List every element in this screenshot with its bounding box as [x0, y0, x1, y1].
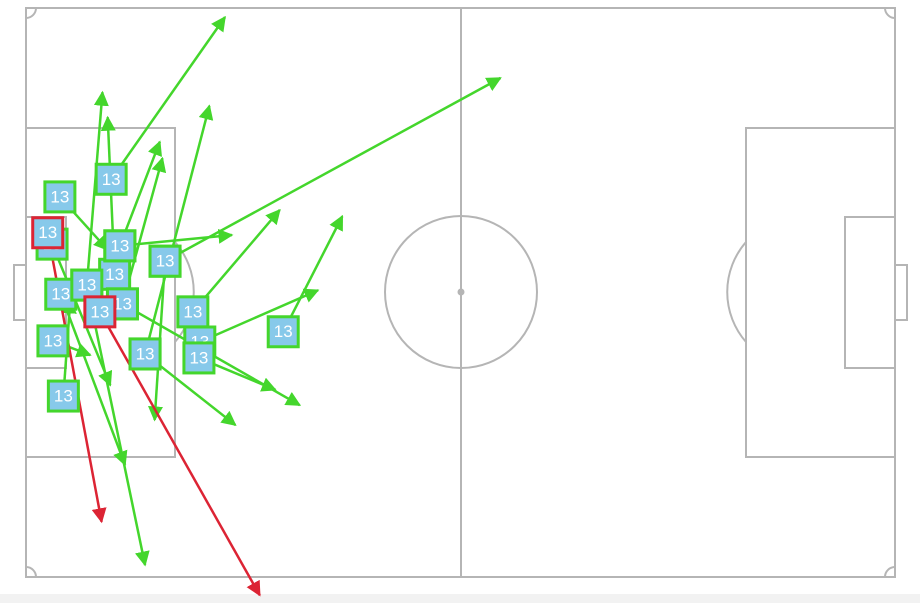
- player-number: 13: [90, 302, 109, 321]
- player-box: [148, 244, 182, 278]
- player-number: 13: [102, 170, 121, 189]
- player-box: [94, 162, 128, 196]
- player-box: [103, 229, 137, 263]
- pass-arrow: [143, 104, 214, 355]
- pitch: [13, 7, 908, 578]
- pass-arrow: [119, 228, 234, 248]
- player-box: [36, 324, 70, 358]
- pass-arrow: [282, 214, 344, 333]
- player-number: 13: [183, 302, 202, 321]
- pass-arrow: [191, 208, 281, 313]
- player-box: [128, 337, 162, 371]
- pass-arrow: [50, 243, 113, 387]
- player-box: [176, 295, 210, 329]
- player-box: [43, 180, 77, 214]
- pass-arrow: [199, 288, 320, 344]
- player-number: 13: [136, 344, 155, 363]
- player-number: 13: [156, 252, 175, 271]
- player-box: [46, 379, 80, 413]
- player-box: [182, 341, 216, 375]
- player-number: 13: [274, 322, 293, 341]
- player-number: 13: [113, 294, 132, 313]
- player-box: [266, 315, 300, 349]
- pass-arrow: [98, 311, 261, 597]
- player-number: 13: [54, 387, 73, 406]
- player-number: 13: [43, 331, 62, 350]
- player-number: 13: [50, 187, 69, 206]
- player-number: 13: [77, 276, 96, 295]
- player-box: [83, 295, 117, 329]
- player-number: 13: [110, 236, 129, 255]
- footer-strip: [0, 594, 920, 603]
- pass-arrow: [85, 90, 109, 286]
- player-number: 13: [38, 223, 57, 242]
- pass-arrow: [110, 15, 227, 180]
- pass-labels: 1313131313131313131313131313131313131313…: [31, 162, 300, 413]
- player-box: [31, 216, 65, 250]
- player-number: 13: [105, 265, 124, 284]
- pass-arrow: [59, 293, 128, 467]
- player-number: 13: [51, 285, 70, 304]
- player-box: [98, 257, 132, 291]
- player-number: 13: [189, 348, 208, 367]
- pass-arrow: [85, 284, 150, 567]
